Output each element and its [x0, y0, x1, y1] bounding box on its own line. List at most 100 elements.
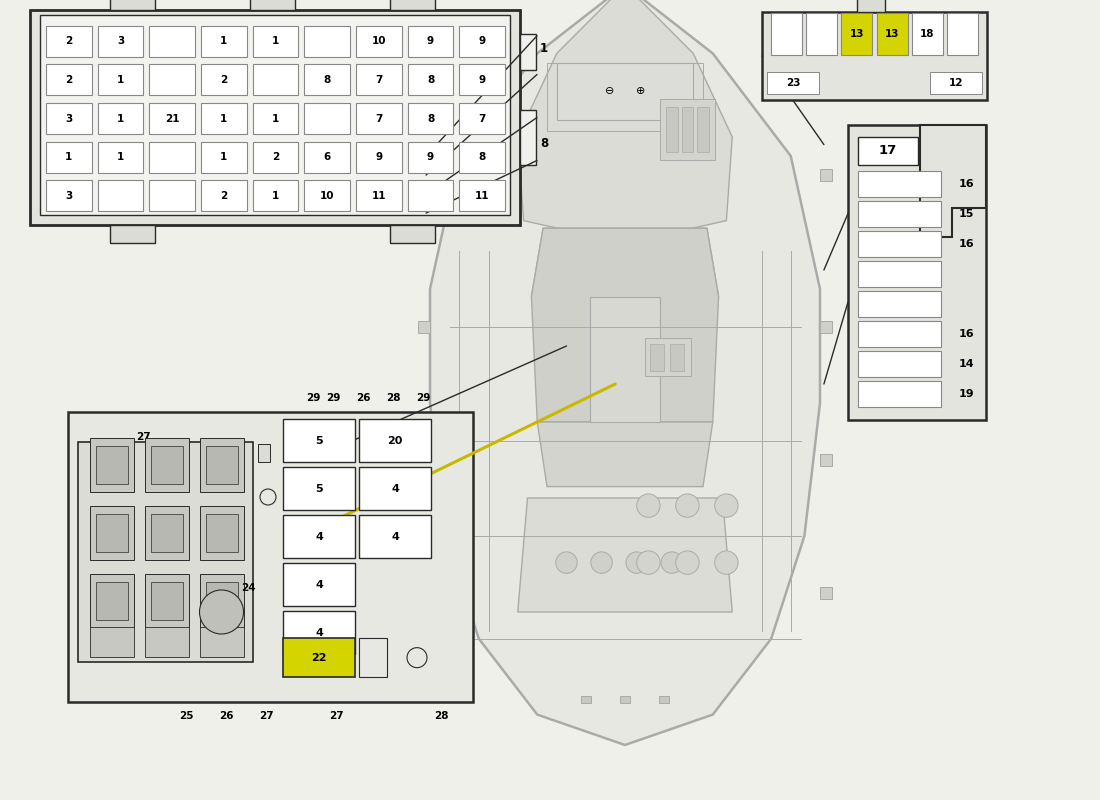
- Bar: [151, 582, 183, 620]
- Bar: [90, 506, 134, 560]
- Bar: [201, 180, 246, 211]
- Text: 17: 17: [879, 145, 898, 158]
- Polygon shape: [518, 0, 733, 243]
- Bar: [762, 12, 987, 100]
- Text: 2: 2: [65, 75, 73, 85]
- Bar: [359, 467, 431, 510]
- Text: 28: 28: [433, 711, 449, 721]
- Circle shape: [556, 552, 578, 574]
- Text: 4: 4: [315, 531, 323, 542]
- Bar: [283, 563, 355, 606]
- Bar: [250, 0, 295, 10]
- Bar: [670, 344, 683, 370]
- Bar: [200, 506, 244, 560]
- Text: 8: 8: [478, 152, 486, 162]
- Bar: [201, 103, 246, 134]
- Text: 28: 28: [386, 393, 400, 403]
- Text: 23: 23: [785, 78, 801, 88]
- Bar: [110, 225, 155, 243]
- Bar: [520, 34, 536, 70]
- Text: 21: 21: [165, 114, 179, 123]
- Bar: [46, 142, 91, 173]
- Text: 2: 2: [272, 152, 279, 162]
- Bar: [682, 106, 693, 152]
- Bar: [206, 582, 238, 620]
- Bar: [46, 103, 91, 134]
- Bar: [771, 13, 802, 55]
- Text: 26: 26: [219, 711, 233, 721]
- Bar: [858, 137, 918, 165]
- Bar: [283, 611, 355, 654]
- Bar: [201, 142, 246, 173]
- Text: 27: 27: [258, 711, 273, 721]
- Bar: [460, 103, 505, 134]
- Bar: [283, 419, 355, 462]
- Bar: [206, 446, 238, 484]
- Bar: [820, 454, 832, 466]
- Bar: [418, 170, 430, 181]
- Bar: [98, 65, 143, 95]
- Bar: [90, 574, 134, 628]
- Bar: [110, 0, 155, 10]
- Bar: [206, 514, 238, 552]
- Bar: [305, 142, 350, 173]
- Text: 29: 29: [306, 393, 320, 403]
- Text: 29: 29: [326, 393, 340, 403]
- Bar: [858, 171, 940, 197]
- Text: 1: 1: [65, 152, 73, 162]
- Bar: [767, 72, 820, 94]
- Text: 1: 1: [272, 190, 279, 201]
- Bar: [581, 696, 591, 703]
- Text: 13: 13: [849, 29, 865, 39]
- Text: ⊕: ⊕: [636, 86, 646, 96]
- Bar: [145, 506, 189, 560]
- Text: 1: 1: [117, 75, 124, 85]
- Text: 25: 25: [178, 711, 194, 721]
- Bar: [98, 142, 143, 173]
- Polygon shape: [537, 422, 713, 486]
- Text: 8: 8: [540, 137, 548, 150]
- Bar: [200, 627, 244, 657]
- Bar: [877, 13, 908, 55]
- Bar: [547, 63, 703, 131]
- Bar: [150, 180, 195, 211]
- Bar: [418, 454, 430, 466]
- Text: 26: 26: [355, 393, 371, 403]
- Text: 9: 9: [478, 36, 486, 46]
- Text: 10: 10: [372, 36, 386, 46]
- Bar: [283, 515, 355, 558]
- Bar: [912, 13, 943, 55]
- Text: 11: 11: [475, 190, 490, 201]
- Bar: [145, 574, 189, 628]
- Circle shape: [626, 552, 648, 574]
- Bar: [258, 444, 270, 462]
- Bar: [150, 142, 195, 173]
- Bar: [947, 13, 978, 55]
- Text: 7: 7: [375, 75, 383, 85]
- Circle shape: [715, 551, 738, 574]
- Bar: [305, 180, 350, 211]
- Bar: [359, 515, 431, 558]
- Bar: [820, 170, 832, 181]
- Text: 12: 12: [948, 78, 964, 88]
- Text: 8: 8: [427, 114, 434, 123]
- Text: 1985: 1985: [446, 359, 794, 481]
- Bar: [145, 438, 189, 492]
- Circle shape: [591, 552, 613, 574]
- Text: 5: 5: [316, 435, 322, 446]
- Text: 1: 1: [220, 114, 228, 123]
- Bar: [150, 103, 195, 134]
- Bar: [557, 63, 693, 120]
- Bar: [408, 65, 453, 95]
- Text: 1: 1: [117, 114, 124, 123]
- Circle shape: [637, 494, 660, 518]
- Text: 4: 4: [392, 531, 399, 542]
- Bar: [253, 65, 298, 95]
- Bar: [305, 103, 350, 134]
- Bar: [418, 322, 430, 333]
- Text: 3: 3: [65, 114, 73, 123]
- Bar: [697, 106, 708, 152]
- Text: 1: 1: [220, 36, 228, 46]
- Polygon shape: [920, 125, 986, 237]
- Bar: [151, 446, 183, 484]
